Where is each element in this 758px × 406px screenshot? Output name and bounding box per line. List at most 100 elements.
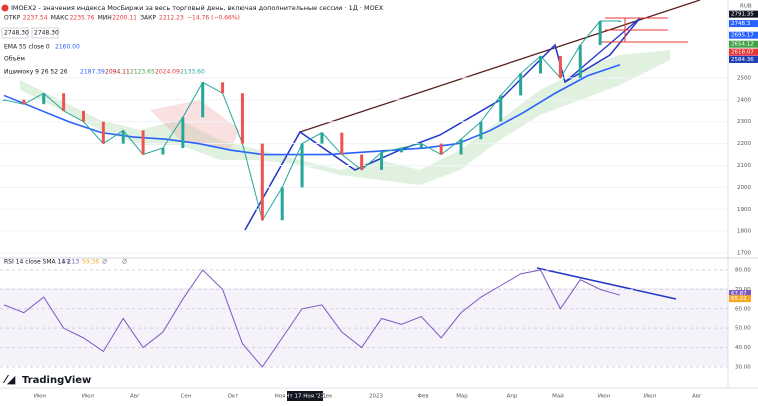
crosshair-date-bg bbox=[287, 391, 323, 401]
logo-text: TradingView bbox=[22, 375, 91, 386]
rsi-tag-label: 67.87 bbox=[731, 291, 747, 297]
input-box[interactable] bbox=[31, 27, 59, 39]
price-candle bbox=[101, 121, 105, 144]
rsi-name: RSI 14 close SMA 14 2 bbox=[4, 259, 71, 266]
rsi-band bbox=[0, 288, 728, 366]
rsi-value: ∅ bbox=[122, 259, 127, 266]
price-tag bbox=[729, 48, 758, 56]
price-candle bbox=[519, 73, 523, 96]
y-tick-label: 2300 bbox=[737, 119, 751, 125]
price-candle bbox=[2, 99, 6, 101]
y-tick-label: 1800 bbox=[737, 229, 751, 235]
x-tick-label: Чт 17 Ноя '22 bbox=[286, 394, 325, 400]
ohlc-label: МИН bbox=[98, 15, 112, 22]
y-tick-label: 60.00 bbox=[735, 306, 751, 312]
ohlc-label: МАКС bbox=[51, 15, 69, 22]
y-tick-label: 40.00 bbox=[735, 345, 751, 351]
price-candle bbox=[558, 56, 562, 78]
price-tag-label: 2748.3 bbox=[731, 21, 751, 27]
price-candle bbox=[578, 45, 582, 78]
ema-value: 2160.00 bbox=[55, 44, 80, 51]
ichimoku-cloud bbox=[20, 50, 670, 185]
x-tick-label: Июн bbox=[34, 394, 47, 400]
y-tick-label: 30.00 bbox=[735, 364, 751, 370]
rsi-tag-label: 65.22 bbox=[731, 296, 747, 302]
price-candle bbox=[380, 152, 384, 170]
price-candle bbox=[479, 121, 483, 140]
y-tick-label: 80.00 bbox=[735, 267, 751, 273]
logo-mark: ⁄◢ bbox=[2, 373, 16, 386]
x-tick-label: Дек bbox=[321, 394, 333, 400]
wave-drawing bbox=[244, 17, 641, 231]
x-tick-label: Авг bbox=[130, 394, 140, 400]
price-candle bbox=[221, 82, 225, 94]
rsi-value: ∅ bbox=[102, 259, 107, 266]
ohlc-value: 2235.76 bbox=[70, 15, 95, 22]
x-tick-label: Май bbox=[552, 393, 564, 400]
ema-line bbox=[3, 64, 621, 156]
rsi-tag bbox=[729, 290, 751, 298]
price-tag-label: 2695.17 bbox=[731, 33, 754, 39]
y-tick-label: 70.00 bbox=[735, 287, 751, 293]
ohlc-value: 2212.23 bbox=[159, 15, 184, 22]
price-tag bbox=[729, 55, 758, 63]
price-tag bbox=[729, 40, 758, 48]
price-candle bbox=[22, 99, 26, 105]
input-value[interactable]: 2748.30 bbox=[34, 30, 59, 37]
x-tick-label: Окт bbox=[228, 394, 240, 400]
price-candle bbox=[499, 95, 503, 122]
price-candle bbox=[340, 132, 344, 155]
price-candle bbox=[240, 93, 244, 144]
price-tag bbox=[729, 10, 758, 18]
x-tick-label: Июн bbox=[598, 394, 611, 400]
price-line bbox=[3, 20, 620, 222]
y-tick-label: 2100 bbox=[737, 163, 751, 169]
y-tick-label: 50.00 bbox=[735, 326, 751, 332]
input-box[interactable] bbox=[1, 27, 29, 39]
price-candle bbox=[81, 110, 85, 122]
price-candle bbox=[419, 143, 423, 148]
volume-name: Объём bbox=[4, 56, 25, 63]
x-tick-label: Фев bbox=[417, 394, 428, 400]
price-tag-label: 2791.35 bbox=[731, 12, 754, 18]
x-tick-label: Ноя bbox=[275, 394, 286, 400]
price-candle bbox=[62, 93, 66, 111]
price-tag-label: 2584.36 bbox=[731, 57, 754, 63]
x-tick-label: Апр bbox=[507, 394, 518, 400]
symbol-icon bbox=[1, 4, 9, 12]
rsi-line bbox=[3, 269, 621, 368]
x-tick-label: Июл bbox=[82, 394, 95, 400]
price-tag-label: 2654.12 bbox=[731, 42, 754, 48]
input-value[interactable]: 2748.30 bbox=[4, 30, 29, 37]
x-tick-label: 2023 bbox=[369, 394, 383, 400]
y-tick-label: 2000 bbox=[737, 185, 751, 191]
x-tick-label: Авг bbox=[692, 394, 702, 400]
ichimoku-value: 2123.65 bbox=[130, 69, 155, 76]
price-candle bbox=[141, 130, 145, 155]
price-candle bbox=[181, 117, 185, 148]
change: −14.76 (−0.66%) bbox=[187, 15, 240, 22]
y-tick-label: 2400 bbox=[737, 97, 751, 103]
price-tag bbox=[729, 20, 758, 28]
ema-name: EMA 55 close 0 bbox=[4, 44, 50, 51]
price-candle bbox=[320, 132, 324, 144]
trendline bbox=[564, 17, 641, 83]
ohlc-value: 2237.54 bbox=[23, 15, 48, 22]
price-candle bbox=[260, 143, 264, 221]
ichimoku-value: 2133.60 bbox=[180, 69, 205, 76]
x-tick-label: Июл bbox=[644, 394, 657, 400]
price-candle bbox=[161, 147, 165, 155]
price-candle bbox=[42, 93, 46, 105]
ichimoku-value: 2187.39 bbox=[80, 69, 105, 76]
price-candle bbox=[121, 130, 125, 144]
x-tick-label: Мар bbox=[456, 394, 468, 400]
currency[interactable]: RUB bbox=[740, 4, 752, 10]
ichimoku-value: 2094.11 bbox=[105, 69, 130, 76]
ohlc-value: 2200.11 bbox=[112, 15, 137, 22]
rsi-value: 59.36 bbox=[82, 259, 99, 266]
price-candle bbox=[280, 187, 284, 221]
price-tag bbox=[729, 31, 758, 39]
rsi-trendline bbox=[536, 267, 677, 300]
